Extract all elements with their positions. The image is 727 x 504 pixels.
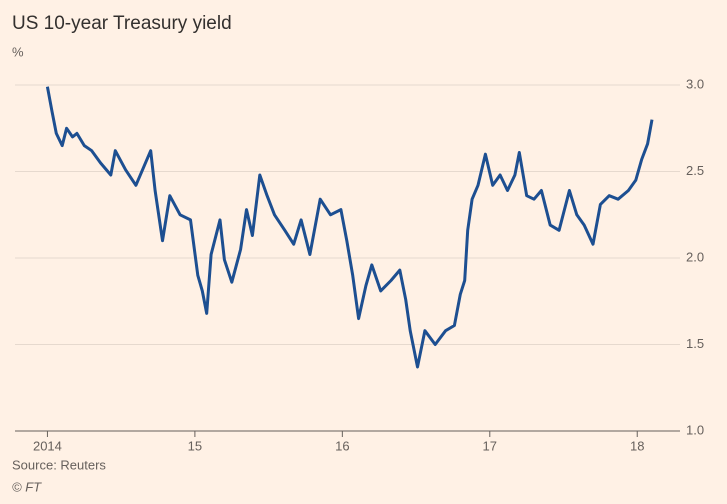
y-tick-label: 3.0 xyxy=(686,76,704,91)
y-tick-label: 2.0 xyxy=(686,249,704,264)
x-tick-label: 2014 xyxy=(33,438,62,453)
y-tick-label: 1.0 xyxy=(686,422,704,437)
x-tick-label: 16 xyxy=(335,438,349,453)
source: Source: Reuters xyxy=(12,457,106,472)
x-tick-label: 18 xyxy=(630,438,644,453)
yield-line xyxy=(45,86,654,369)
chart-title: US 10-year Treasury yield xyxy=(12,13,232,34)
y-tick-label: 1.5 xyxy=(686,336,704,351)
x-tick-label: 17 xyxy=(483,438,497,453)
unit-label: % xyxy=(12,44,24,59)
credit: © FT xyxy=(12,479,42,494)
y-tick-label: 2.5 xyxy=(686,163,704,178)
x-tick-label: 15 xyxy=(188,438,202,453)
